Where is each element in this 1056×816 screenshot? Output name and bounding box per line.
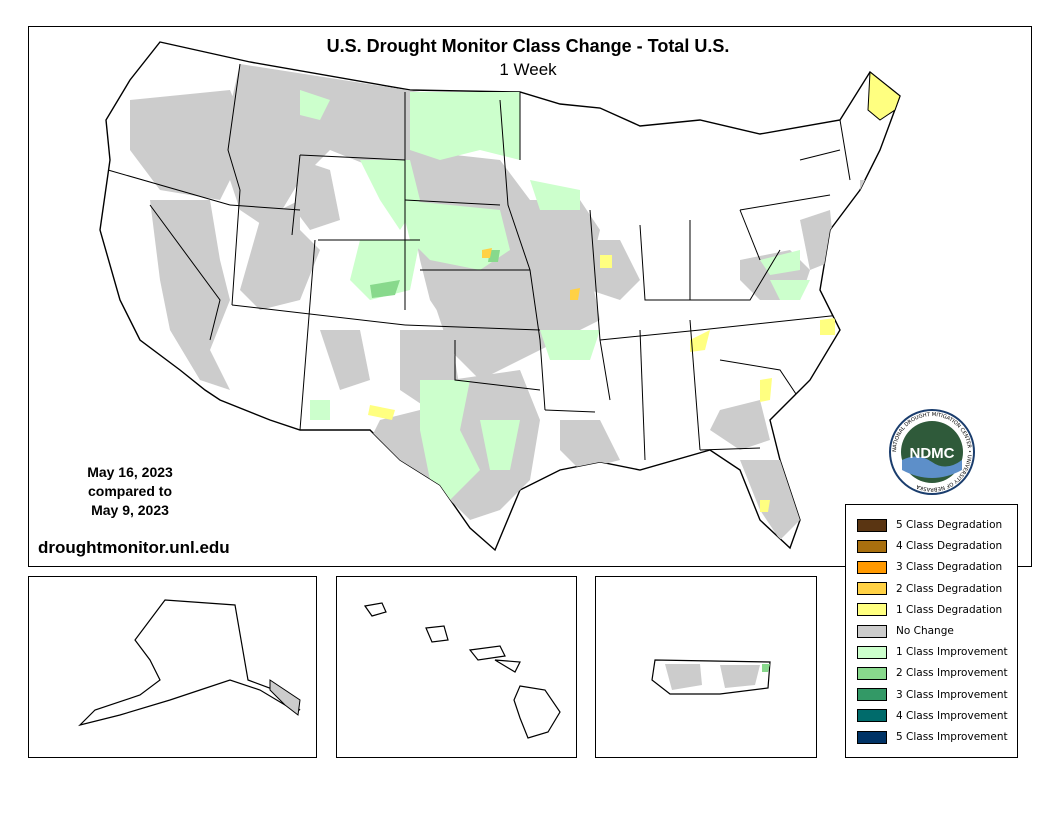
legend-item: 2 Class Improvement (857, 666, 1008, 680)
legend-item: 3 Class Improvement (857, 688, 1008, 702)
legend-label: 1 Class Degradation (896, 603, 1003, 616)
legend-item: 2 Class Degradation (857, 582, 1002, 596)
legend-label: 5 Class Degradation (896, 519, 1003, 531)
map-title: U.S. Drought Monitor Class Change - Tota… (326, 36, 730, 56)
compared-to-label: compared to (87, 483, 172, 499)
legend-item: 5 Class Degradation (857, 518, 1002, 532)
alaska-shape (78, 599, 301, 727)
map-subtitle: 1 Week (499, 60, 557, 79)
legend-label: 3 Class Improvement (896, 688, 1008, 701)
legend-item: 1 Class Improvement (857, 645, 1008, 659)
ndmc-logo: NDMC NATIONAL DROUGHT MITIGATION CENTER … (889, 409, 975, 495)
legend-item: 5 Class Improvement (857, 730, 1008, 744)
legend-label: No Change (896, 625, 954, 637)
date-comparison: May 16, 2023 compared to May 9, 2023 (60, 463, 200, 520)
legend-swatch (857, 582, 887, 596)
state-borders (107, 63, 851, 461)
source-url: droughtmonitor.unl.edu (38, 538, 230, 557)
ndmc-logo-text: NDMC (910, 445, 955, 462)
legend-label: 3 Class Degradation (896, 561, 1003, 574)
maine-degradation-area (867, 71, 901, 121)
legend-swatch (857, 666, 887, 680)
legend-swatch (857, 709, 887, 723)
legend-label: 2 Class Degradation (896, 582, 1003, 595)
legend-swatch (857, 730, 887, 744)
legend-item: 4 Class Improvement (857, 709, 1008, 723)
legend-swatch (857, 624, 887, 638)
change-areas (130, 64, 890, 540)
alaska-change-area (269, 679, 301, 716)
legend-label: 5 Class Improvement (896, 731, 1008, 743)
legend-label: 2 Class Improvement (896, 667, 1008, 680)
legend-swatch (857, 603, 887, 617)
legend-label: 4 Class Degradation (896, 540, 1003, 553)
current-date: May 16, 2023 (87, 464, 173, 480)
legend-swatch (857, 518, 887, 532)
legend-swatch (857, 688, 887, 702)
legend-swatch (857, 645, 887, 659)
previous-date: May 9, 2023 (91, 502, 169, 518)
legend-swatch (857, 560, 887, 574)
legend-item: 1 Class Degradation (857, 603, 1002, 617)
hawaii-shape (363, 602, 561, 739)
legend-label: 1 Class Improvement (896, 646, 1008, 659)
legend-item: 3 Class Degradation (857, 560, 1002, 574)
legend-item: 4 Class Degradation (857, 539, 1002, 553)
legend: 5 Class Degradation 4 Class Degradation 3 … (845, 504, 1018, 758)
puerto-rico-shape (651, 659, 771, 695)
legend-item: No Change (857, 624, 954, 638)
legend-swatch (857, 539, 887, 553)
legend-label: 4 Class Improvement (896, 709, 1008, 722)
